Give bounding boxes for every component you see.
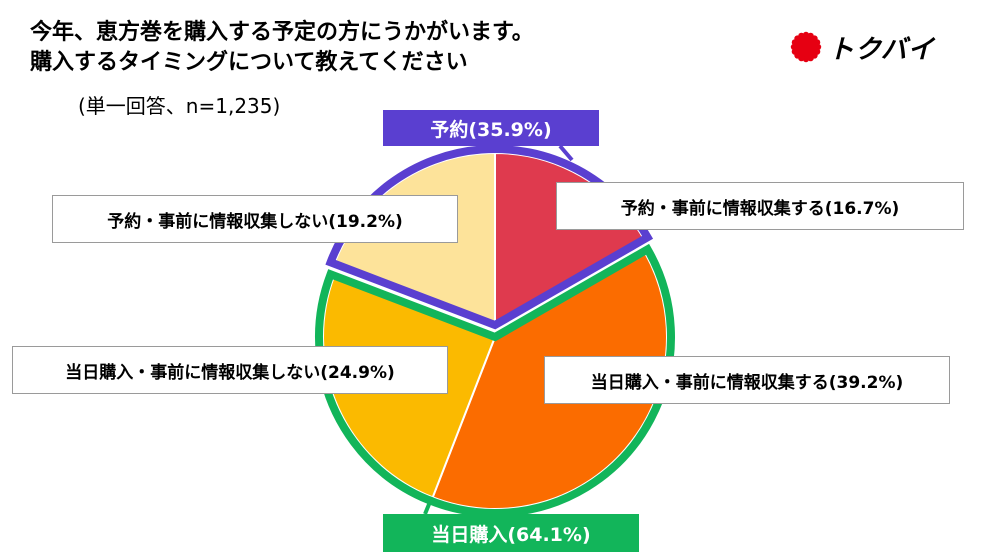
chart-title: 今年、恵方巻を購入する予定の方にうかがいます。 購入するタイミングについて教えて… bbox=[30, 18, 534, 78]
group-label-reserve: 予約(35.9%) bbox=[383, 110, 599, 146]
slice-label-reserve-research: 予約・事前に情報収集する(16.7%) bbox=[556, 182, 964, 230]
sun-core bbox=[796, 37, 816, 57]
group-label-sameday: 当日購入(64.1%) bbox=[383, 514, 639, 552]
slice-label-sameday-no-research: 当日購入・事前に情報収集しない(24.9%) bbox=[12, 346, 448, 394]
leader-line-reserve bbox=[558, 144, 574, 162]
sun-ray bbox=[813, 39, 821, 46]
title-line-2: 購入するタイミングについて教えてください bbox=[30, 50, 468, 75]
sample-note: (単一回答、n=1,235) bbox=[78, 94, 281, 118]
leader-line-sameday bbox=[423, 496, 434, 515]
brand-name: トクバイ bbox=[828, 34, 935, 65]
sun-burst-icon bbox=[790, 31, 822, 63]
slice-label-reserve-no-research: 予約・事前に情報収集しない(19.2%) bbox=[52, 195, 458, 243]
slice-label-sameday-research: 当日購入・事前に情報収集する(39.2%) bbox=[544, 356, 950, 404]
title-line-1: 今年、恵方巻を購入する予定の方にうかがいます。 bbox=[30, 20, 534, 45]
brand-logo: トクバイ bbox=[790, 30, 935, 65]
